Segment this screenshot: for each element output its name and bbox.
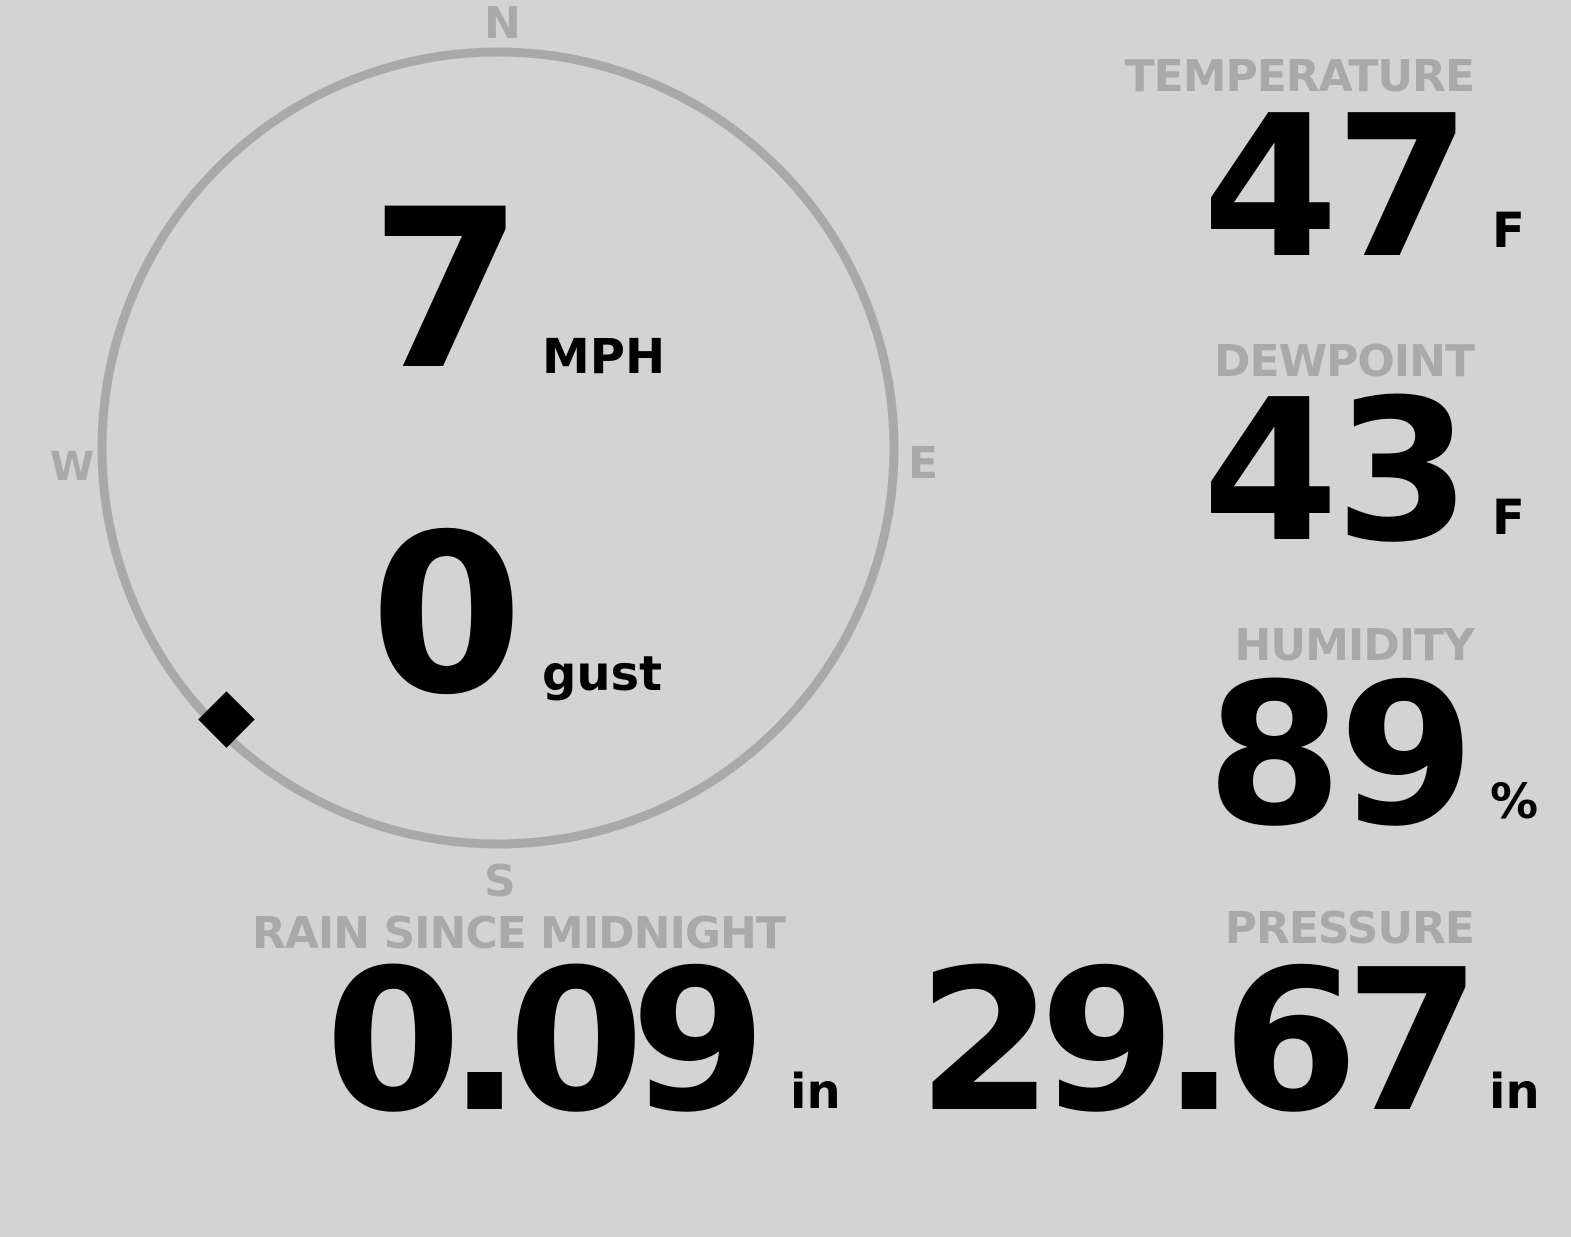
pressure-value: 29.67 <box>917 928 1481 1156</box>
dewpoint-label: DEWPOINT <box>1214 336 1475 387</box>
compass-east: E <box>908 438 939 489</box>
temperature-value: 47 <box>1202 74 1471 302</box>
pressure-unit: in <box>1489 1064 1540 1120</box>
wind-gust-value: 0 <box>370 487 523 743</box>
rain-value: 0.09 <box>325 928 767 1156</box>
dewpoint-value: 43 <box>1202 358 1471 586</box>
wind-direction-marker <box>198 691 255 748</box>
wind-speed-value: 7 <box>370 162 523 418</box>
humidity-label: HUMIDITY <box>1234 620 1475 671</box>
compass-south: S <box>484 856 516 907</box>
compass-west: W <box>50 444 95 490</box>
humidity-value: 89 <box>1206 642 1475 870</box>
rain-label: RAIN SINCE MIDNIGHT <box>252 908 786 959</box>
temperature-unit: F <box>1492 203 1525 259</box>
humidity-unit: % <box>1490 774 1539 830</box>
dewpoint-unit: F <box>1492 490 1525 546</box>
pressure-label: PRESSURE <box>1224 903 1475 954</box>
compass-ring <box>97 47 899 849</box>
wind-speed-unit: MPH <box>542 329 666 385</box>
wind-gust-label: gust <box>542 646 663 702</box>
rain-unit: in <box>790 1064 841 1120</box>
temperature-label: TEMPERATURE <box>1124 51 1475 102</box>
compass-north: N <box>484 0 521 49</box>
